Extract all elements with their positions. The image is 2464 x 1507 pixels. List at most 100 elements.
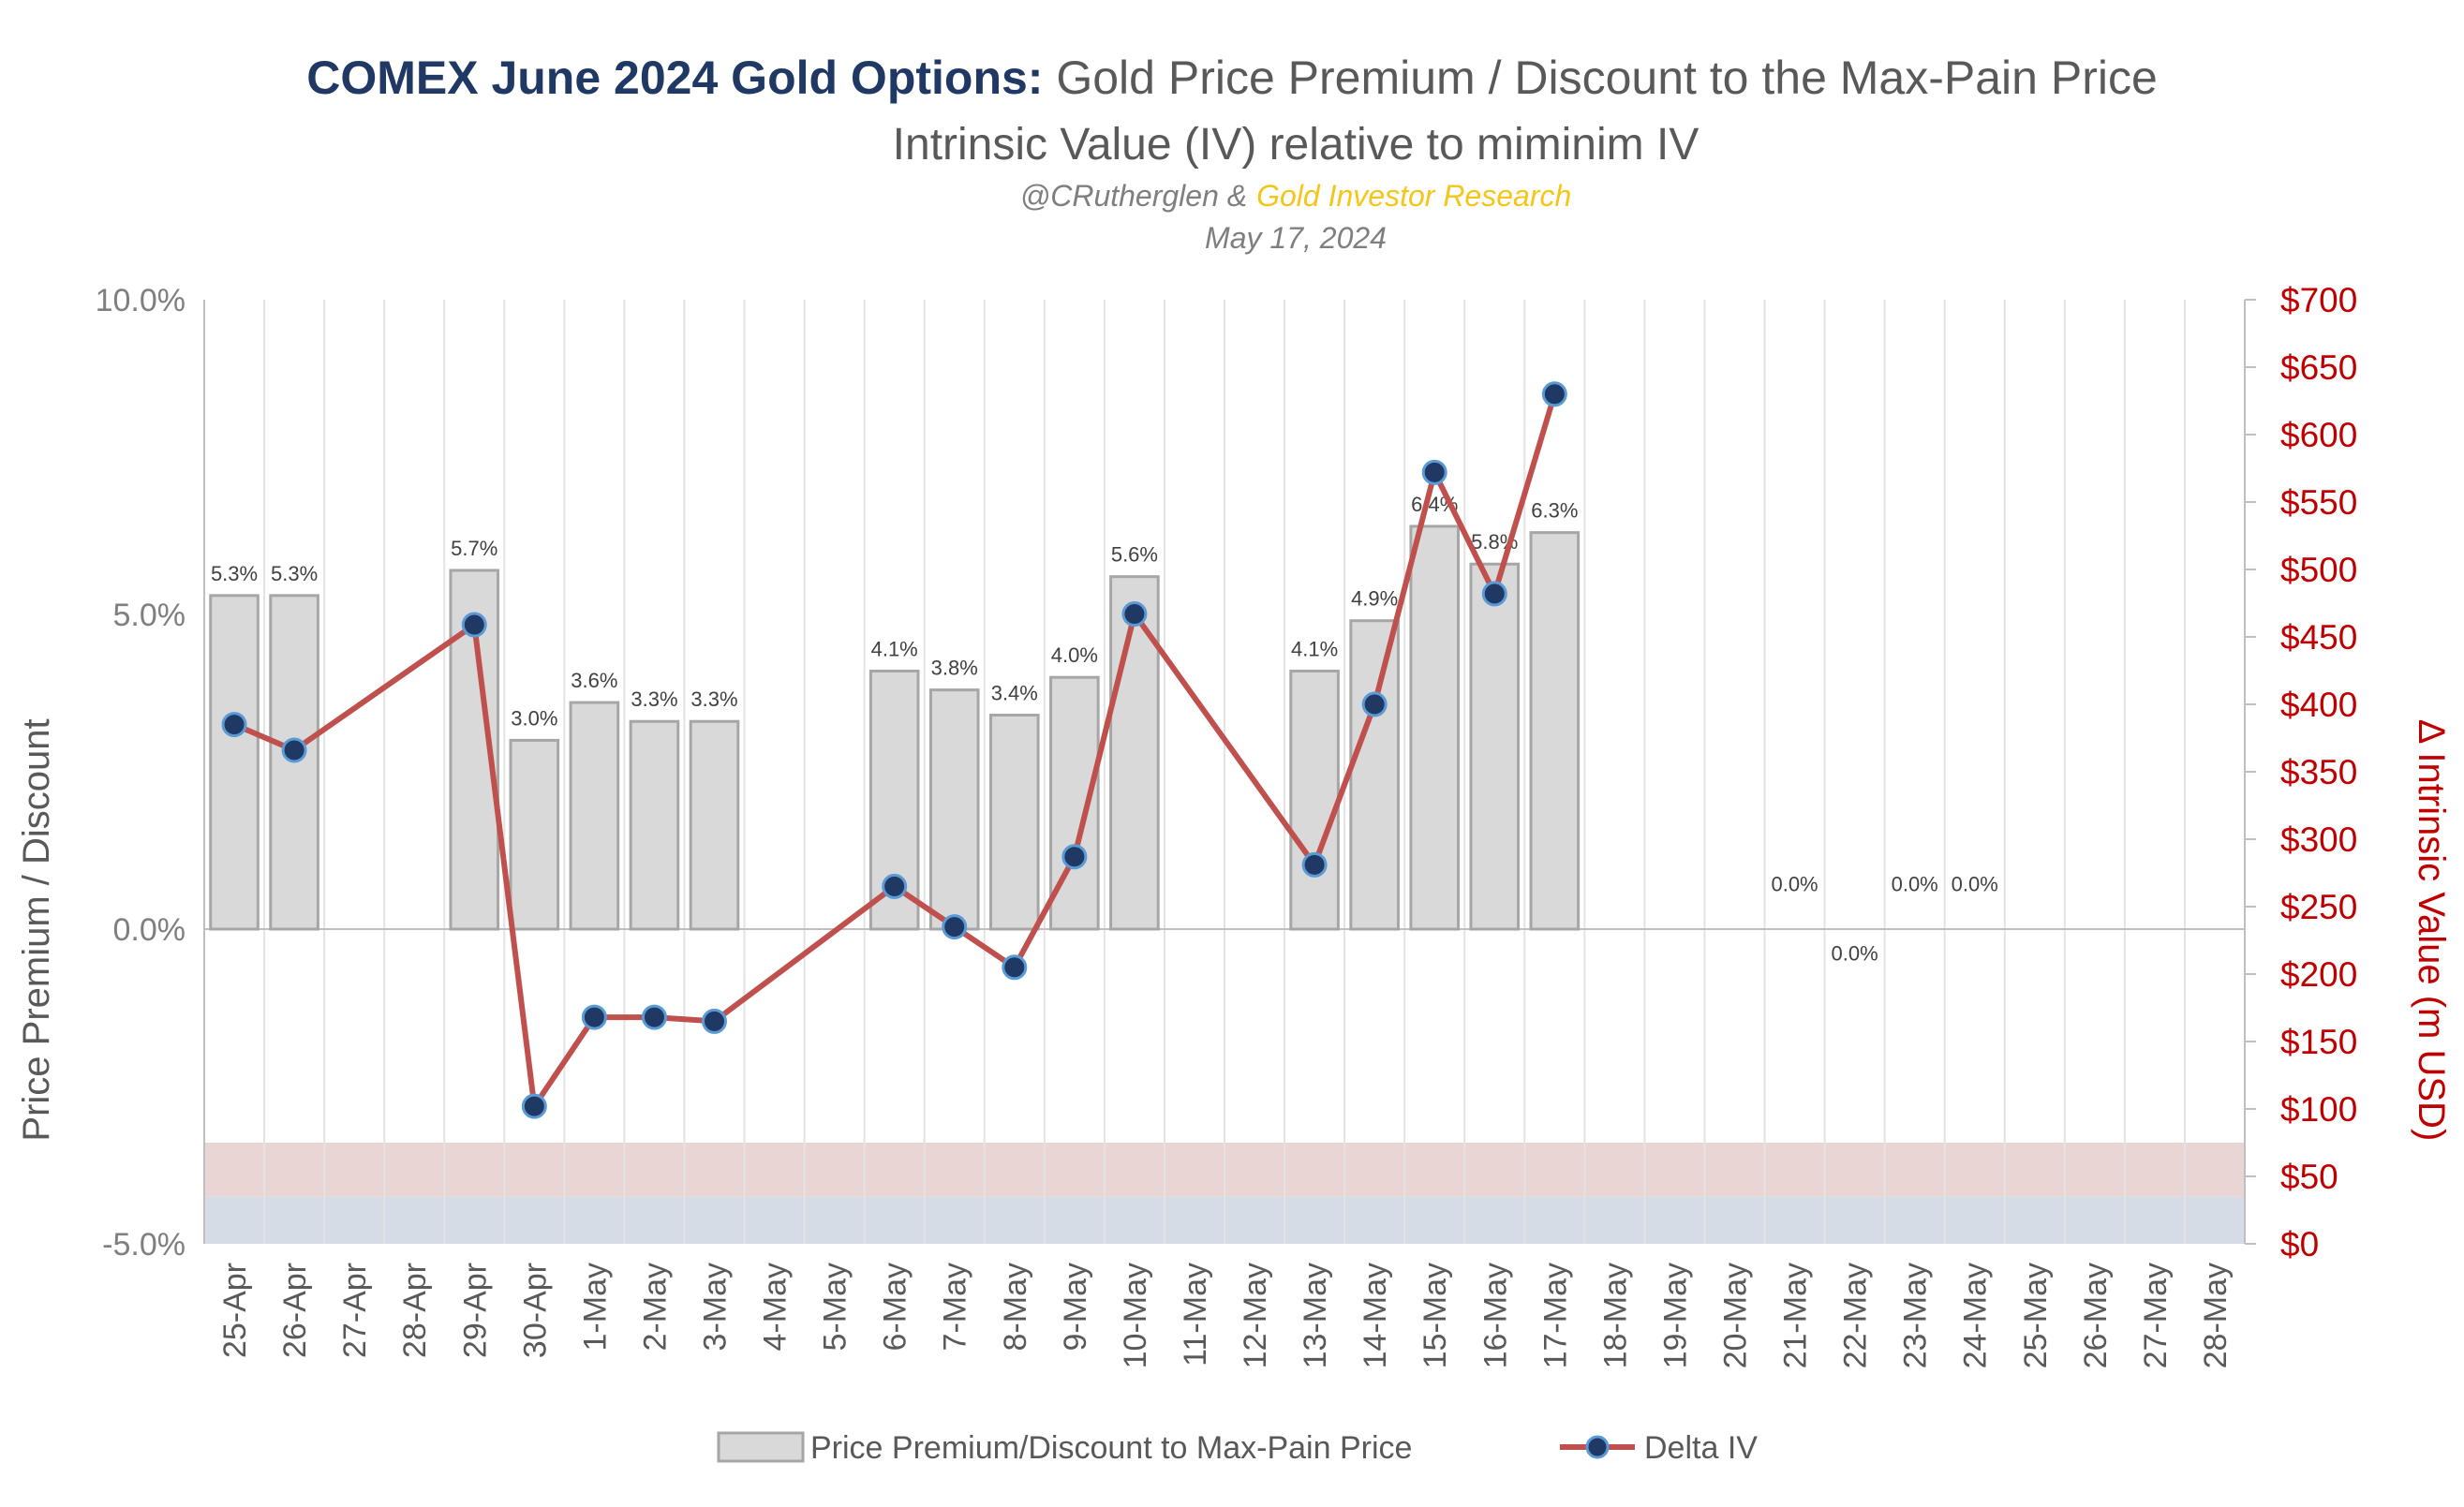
bar-data-label: 4.1% — [1291, 637, 1338, 660]
bar-data-label: 3.6% — [571, 669, 617, 692]
right-tick-label: $300 — [2280, 820, 2357, 859]
bar — [509, 738, 560, 931]
x-tick-label: 17-May — [1537, 1263, 1573, 1368]
left-axis-title: Price Premium / Discount — [16, 718, 57, 1141]
x-tick-label: 21-May — [1778, 1263, 1814, 1368]
x-tick-label: 1-May — [577, 1263, 613, 1351]
bar-data-label: 5.3% — [271, 562, 318, 585]
legend: Price Premium/Discount to Max-Pain Price… — [717, 1430, 1758, 1466]
delta-iv-point — [702, 1008, 727, 1034]
x-tick-label: 18-May — [1597, 1263, 1633, 1368]
bar — [928, 688, 980, 931]
right-tick-label: $650 — [2280, 348, 2357, 387]
bar-data-label: 4.1% — [871, 637, 918, 660]
delta-iv-point — [461, 612, 487, 638]
bar — [209, 594, 260, 931]
chart-subtitle: Intrinsic Value (IV) relative to miminim… — [893, 120, 1700, 170]
right-tick-label: $150 — [2280, 1023, 2357, 1061]
bar-data-label: 5.3% — [211, 562, 258, 585]
right-tick-label: $200 — [2280, 955, 2357, 994]
x-tick-label: 24-May — [1958, 1263, 1994, 1368]
bar-data-label: 3.0% — [511, 706, 557, 730]
chart-title-rest: Gold Price Premium / Discount to the Max… — [1043, 52, 2157, 104]
bar-data-label: 5.6% — [1111, 543, 1158, 567]
bar-data-label: 4.9% — [1351, 587, 1398, 611]
x-tick-label: 12-May — [1238, 1263, 1273, 1368]
delta-iv-point — [1002, 954, 1028, 981]
x-tick-label: 22-May — [1838, 1263, 1874, 1368]
x-tick-label: 27-Apr — [337, 1263, 373, 1358]
left-tick-label: 5.0% — [113, 598, 186, 633]
bar — [1469, 562, 1521, 931]
bar — [1529, 531, 1581, 931]
legend-bar-label: Price Premium/Discount to Max-Pain Price — [810, 1430, 1412, 1466]
right-tick-label: $100 — [2280, 1090, 2357, 1129]
right-tick-label: $700 — [2280, 281, 2357, 319]
right-tick-label: $400 — [2280, 686, 2357, 724]
chart-credit: @CRutherglen & Gold Investor Research — [1020, 179, 1572, 213]
x-tick-label: 20-May — [1718, 1263, 1754, 1368]
chart-title: COMEX June 2024 Gold Options: Gold Price… — [306, 52, 2158, 104]
right-tick-label: $550 — [2280, 483, 2357, 522]
delta-iv-point — [1121, 601, 1148, 628]
bar — [1349, 619, 1400, 931]
bar — [569, 701, 620, 931]
bar — [689, 719, 740, 931]
legend-line-marker — [1585, 1435, 1610, 1459]
x-tick-label: 26-May — [2078, 1263, 2114, 1368]
delta-iv-point — [882, 873, 908, 899]
x-tick-label: 29-Apr — [457, 1263, 493, 1358]
bar — [1409, 524, 1461, 931]
right-tick-label: $0 — [2280, 1225, 2319, 1263]
bar-data-label: 0.0% — [1952, 873, 1998, 896]
right-tick-label: $500 — [2280, 551, 2357, 589]
x-tick-label: 9-May — [1058, 1263, 1093, 1351]
x-tick-label: 14-May — [1358, 1263, 1393, 1368]
left-tick-label: 0.0% — [113, 912, 186, 948]
delta-iv-point — [581, 1004, 607, 1030]
x-tick-label: 15-May — [1418, 1263, 1453, 1368]
delta-iv-point — [281, 737, 307, 763]
bar-data-label: 0.0% — [1771, 873, 1818, 896]
delta-iv-point — [521, 1093, 547, 1119]
credit-brand: Gold Investor Research — [1256, 179, 1571, 213]
x-tick-label: 25-May — [2018, 1263, 2054, 1368]
delta-iv-point — [641, 1004, 667, 1030]
x-tick-label: 6-May — [878, 1263, 913, 1351]
bar-data-label: 5.7% — [451, 537, 497, 560]
delta-iv-point — [1301, 851, 1328, 878]
right-tick-label: $350 — [2280, 753, 2357, 791]
x-tick-label: 13-May — [1298, 1263, 1333, 1368]
chart-title-bold: COMEX June 2024 Gold Options: — [306, 52, 1043, 104]
bar-data-label: 3.3% — [690, 687, 737, 711]
bar-data-label: 3.8% — [931, 657, 978, 680]
right-tick-label: $50 — [2280, 1158, 2338, 1196]
bar — [1109, 575, 1160, 931]
bar — [988, 714, 1040, 931]
bar-data-label: 6.3% — [1531, 499, 1578, 523]
bar — [629, 719, 680, 931]
bar-data-label: 3.3% — [631, 687, 677, 711]
x-tick-label: 27-May — [2138, 1263, 2174, 1368]
x-tick-label: 5-May — [818, 1263, 853, 1351]
x-tick-label: 16-May — [1477, 1263, 1513, 1368]
x-tick-label: 30-Apr — [517, 1263, 553, 1358]
x-tick-label: 4-May — [758, 1263, 794, 1351]
chart-date: May 17, 2024 — [1205, 221, 1387, 255]
right-tick-label: $450 — [2280, 618, 2357, 657]
x-tick-label: 28-May — [2198, 1263, 2234, 1368]
legend-bar-swatch — [717, 1431, 805, 1463]
credit-handle: @CRutherglen & — [1020, 179, 1247, 213]
x-tick-label: 2-May — [637, 1263, 673, 1351]
x-tick-label: 23-May — [1898, 1263, 1934, 1368]
delta-iv-point — [942, 914, 968, 940]
legend-line-label: Delta IV — [1644, 1430, 1758, 1466]
right-tick-label: $600 — [2280, 416, 2357, 454]
bar — [868, 669, 920, 931]
delta-iv-point — [1361, 691, 1388, 717]
delta-iv-point — [1421, 459, 1447, 485]
x-tick-label: 11-May — [1178, 1263, 1213, 1367]
right-tick-label: $250 — [2280, 888, 2357, 926]
